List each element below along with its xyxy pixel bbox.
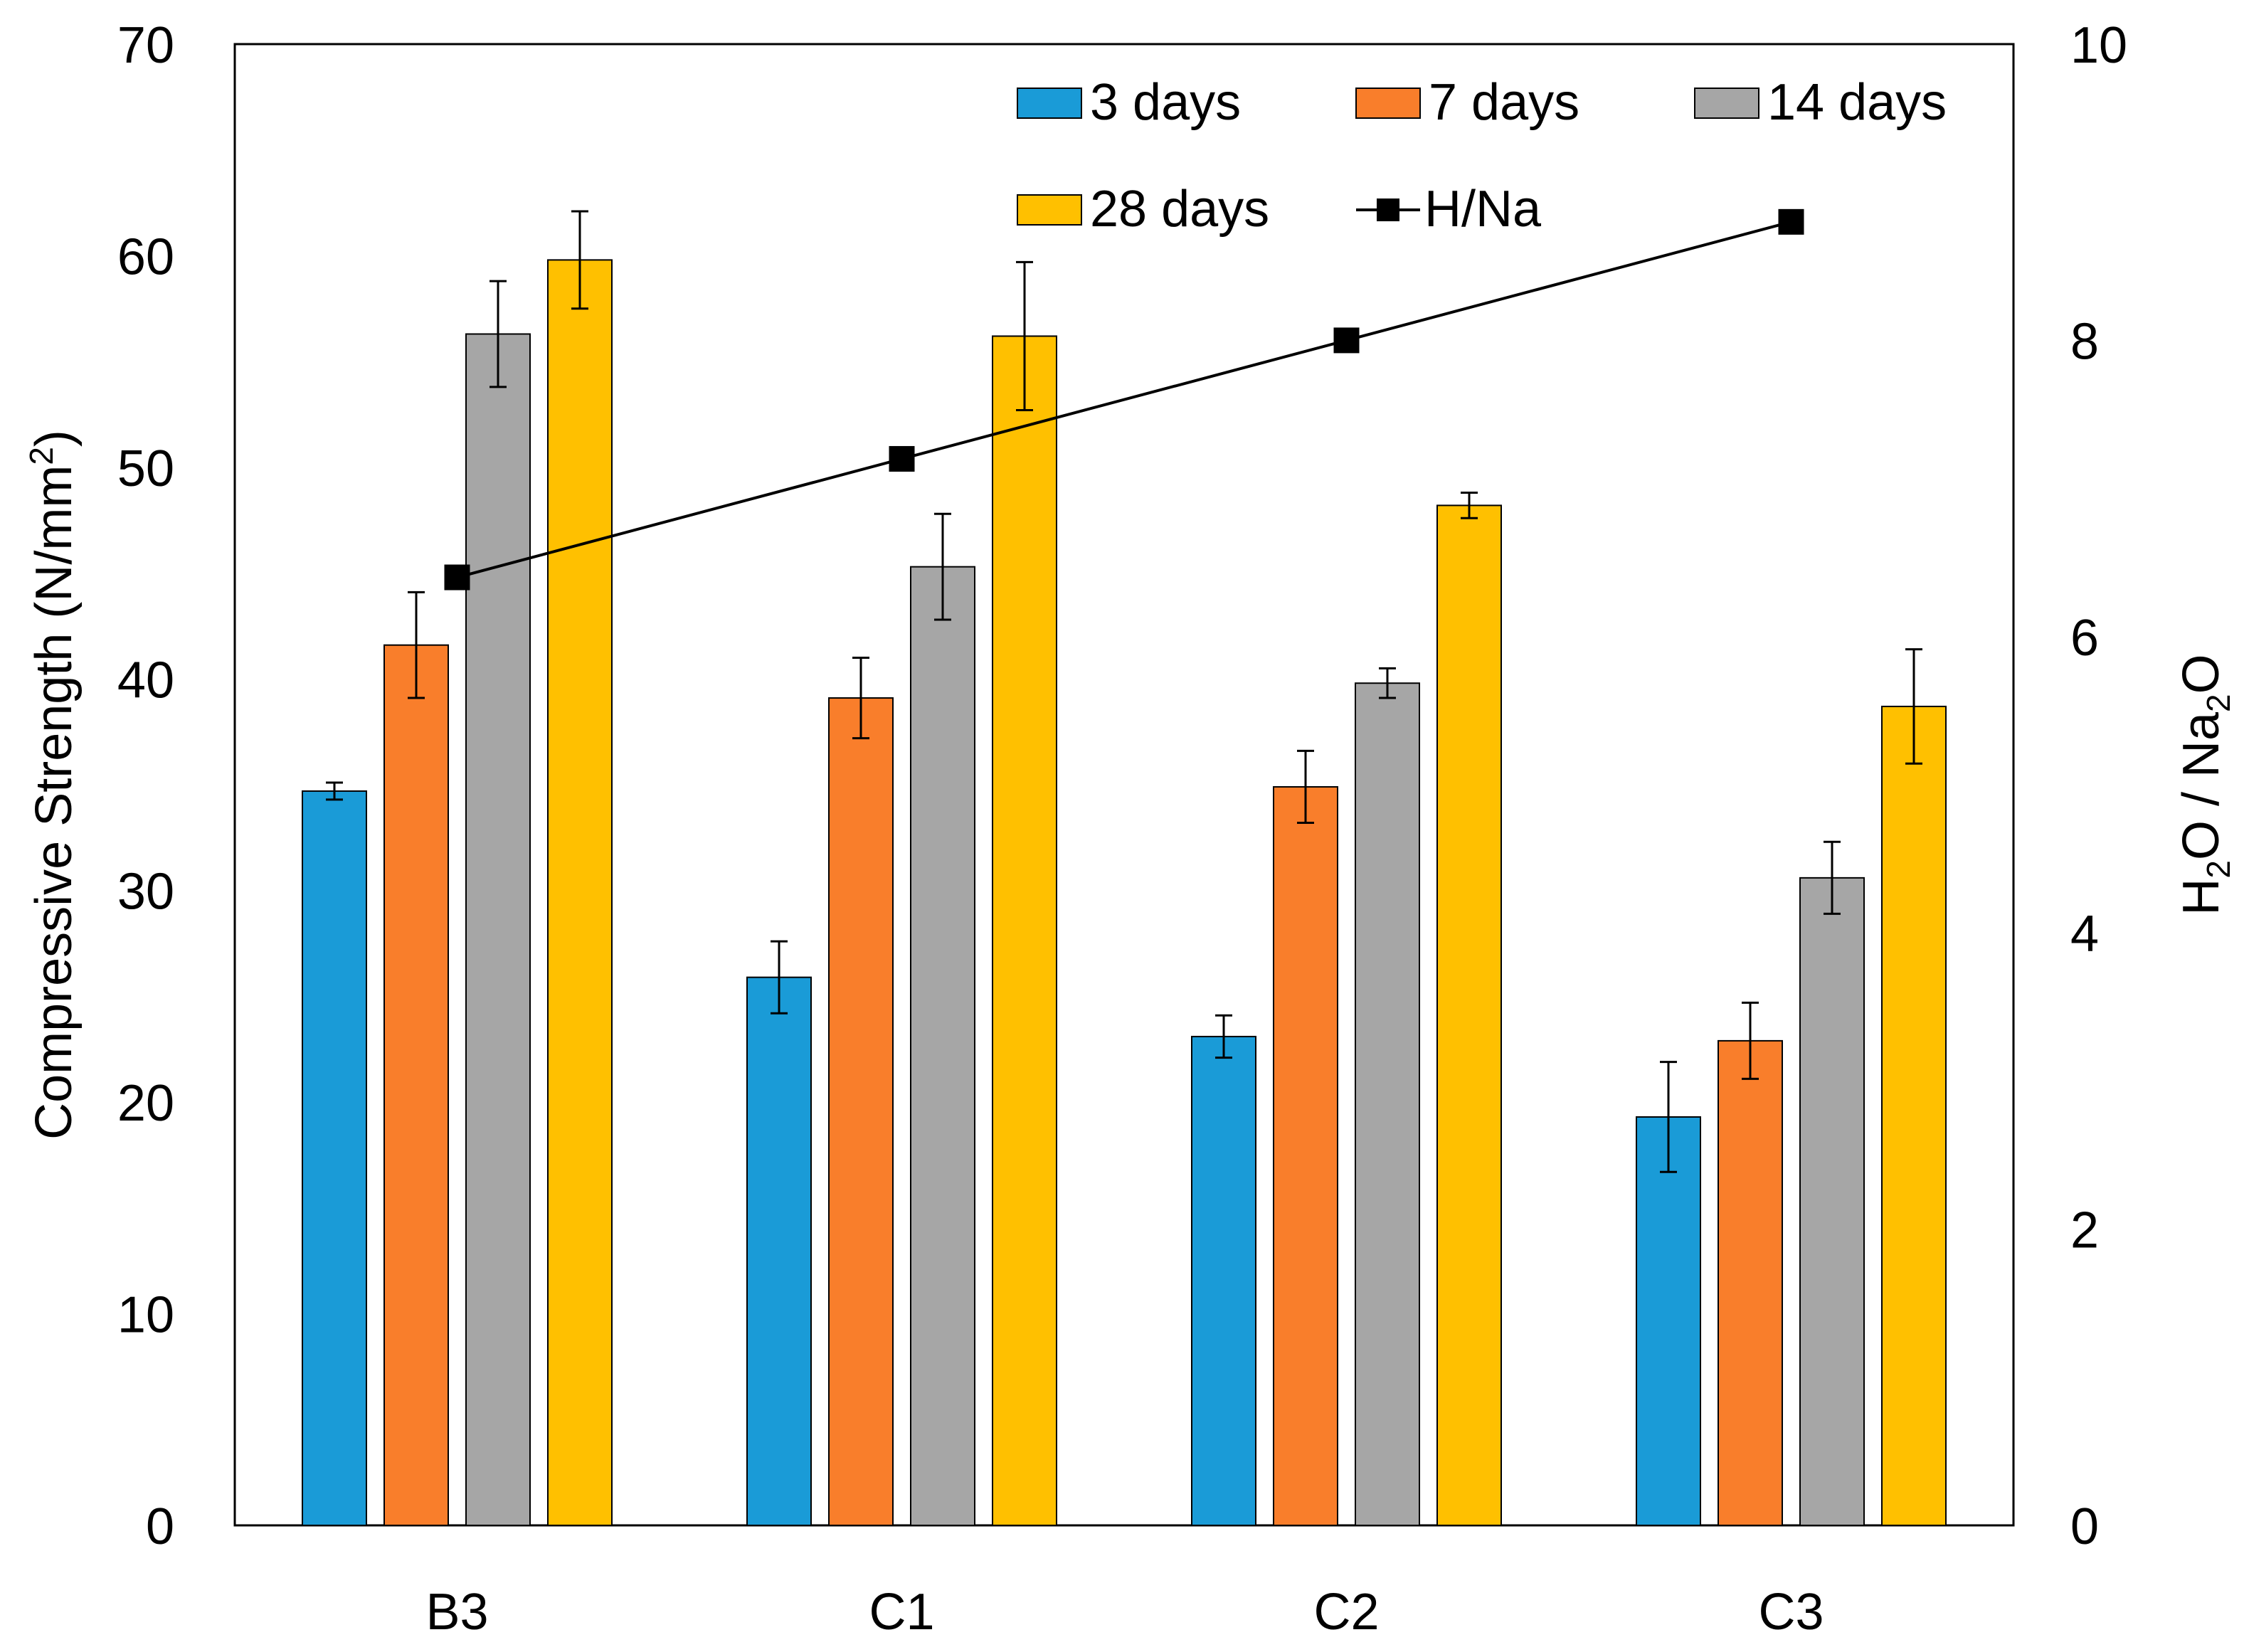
left-tick-label: 60 [117,228,174,285]
x-tick-label-c3: C3 [1758,1584,1824,1641]
right-tick-label: 0 [2070,1498,2099,1555]
left-axis-title-end: ) [26,430,83,447]
legend-marker-h-na [1377,198,1399,221]
error-bar-c2-28-days [1461,492,1478,519]
error-bar-b3-3-days [326,781,343,801]
bar-c3-28-days [1881,705,1947,1526]
legend-swatch-3-days [1017,88,1082,119]
h-na-marker-c3 [1778,208,1804,235]
bar-c2-3-days [1191,1035,1256,1526]
left-tick-label: 0 [146,1498,174,1555]
legend: 3 days 7 days 14 days 28 days H/Na [1017,74,1947,238]
error-bar-c2-3-days [1215,1014,1232,1059]
legend-label-7-days: 7 days [1429,74,1579,131]
error-bar-c3-7-days [1742,1001,1759,1080]
bar-c1-7-days [828,697,894,1526]
error-bar-b3-14-days [489,280,507,388]
right-axis-ticks: 0 2 4 6 8 10 [2070,17,2127,1555]
error-bar-b3-28-days [571,210,588,310]
error-bar-c1-28-days [1016,260,1033,412]
right-axis-title-o: O [2173,654,2230,694]
error-bar-c1-3-days [771,940,788,1015]
h-na-line [456,220,1792,579]
bar-b3-3-days [302,790,367,1526]
right-axis-title: H2O / Na2O [2173,654,2237,915]
x-tick-label-c1: C1 [869,1584,934,1641]
error-bar-b3-7-days [408,591,425,699]
bar-b3-14-days [465,333,531,1526]
left-tick-label: 40 [117,652,174,709]
error-bar-c3-14-days [1824,840,1841,915]
h-na-marker-c2 [1333,327,1360,354]
right-axis-title-h: H [2173,879,2230,916]
left-axis-title-sup: 2 [23,447,60,465]
legend-label-14-days: 14 days [1767,74,1947,131]
left-axis-ticks: 0 10 20 30 40 50 60 70 [117,17,174,1555]
error-bar-c1-7-days [852,657,869,740]
left-tick-label: 30 [117,864,174,921]
x-tick-label-c2: C2 [1313,1584,1379,1641]
bar-c3-3-days [1636,1116,1701,1527]
right-tick-label: 10 [2070,17,2127,74]
right-tick-label: 2 [2070,1202,2099,1259]
bar-c3-14-days [1799,877,1865,1526]
left-tick-label: 70 [117,17,174,74]
h-na-marker-b3 [444,564,470,591]
x-tick-label-b3: B3 [425,1584,488,1641]
x-axis-ticks: B3 C1 C2 C3 [425,1584,1824,1641]
bar-c2-7-days [1273,785,1338,1526]
left-tick-label: 10 [117,1287,174,1344]
h-na-marker-c1 [889,445,915,472]
bar-b3-28-days [547,259,613,1526]
bar-c2-28-days [1436,504,1502,1526]
left-tick-label: 50 [117,440,174,497]
right-axis-title-sub1: 2 [2200,860,2237,879]
left-axis-title: Compressive Strength (N/mm2) [23,430,83,1140]
bar-c3-7-days [1718,1039,1783,1526]
error-bar-c1-14-days [934,512,951,621]
error-bar-c2-7-days [1297,749,1314,825]
right-tick-label: 6 [2070,610,2099,667]
legend-swatch-14-days [1694,88,1759,119]
legend-swatch-28-days [1017,194,1082,226]
bar-c1-3-days [746,976,812,1527]
legend-label-h-na: H/Na [1424,181,1542,238]
error-bars-layer [326,210,1922,1173]
left-axis-title-main: Compressive Strength (N/mm [26,465,83,1140]
bar-c2-14-days [1355,682,1420,1527]
legend-label-28-days: 28 days [1090,181,1269,238]
right-tick-label: 4 [2070,906,2099,963]
plot-area [233,43,2015,1527]
h-na-line-layer [444,208,1804,591]
error-bar-c2-14-days [1379,667,1396,699]
bar-c1-28-days [992,335,1057,1526]
bars-layer [302,259,1947,1527]
left-tick-label: 20 [117,1075,174,1132]
legend-swatch-7-days [1355,88,1421,119]
right-tick-label: 8 [2070,313,2099,370]
error-bar-c3-3-days [1660,1061,1677,1173]
bar-b3-7-days [383,644,449,1526]
bar-c1-14-days [910,566,975,1526]
right-axis-title-mid: O / Na [2173,711,2230,860]
right-axis-title-sub2: 2 [2200,694,2237,712]
legend-label-3-days: 3 days [1090,74,1241,131]
error-bar-c3-28-days [1905,648,1922,765]
